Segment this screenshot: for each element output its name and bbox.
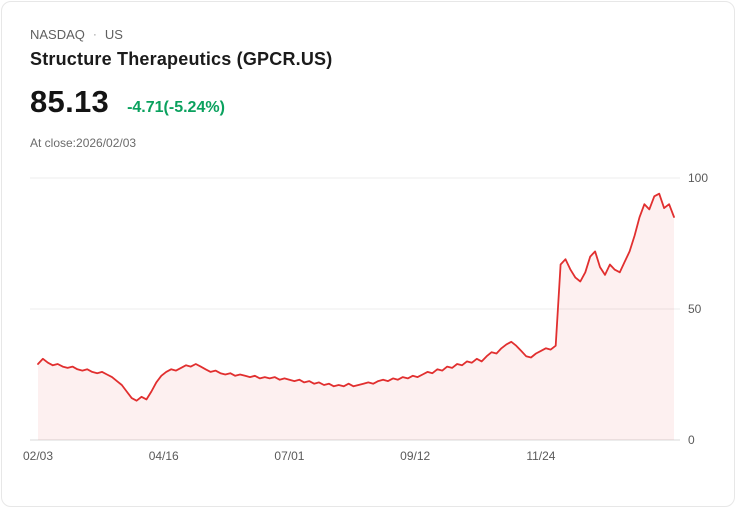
- x-axis-label: 02/03: [23, 449, 53, 463]
- price-area-fill: [38, 193, 674, 440]
- price-change: -4.71(-5.24%): [127, 99, 225, 116]
- y-axis-label: 0: [688, 433, 695, 447]
- region-label: US: [104, 26, 123, 42]
- last-price: 85.13: [30, 84, 110, 119]
- separator-dot: ·: [92, 27, 97, 41]
- y-axis-label: 50: [688, 302, 702, 316]
- x-axis-label: 07/01: [274, 449, 304, 463]
- x-axis-label: 04/16: [149, 449, 179, 463]
- as-of-label: At close:2026/02/03: [30, 136, 137, 150]
- stock-title: Structure Therapeutics (GPCR.US): [30, 49, 333, 69]
- price-row: 85.13 -4.71(-5.24%): [30, 84, 706, 120]
- x-axis-label: 11/24: [526, 449, 555, 463]
- price-line: [37, 192, 675, 402]
- quote-header: NASDAQ · US Structure Therapeutics (GPCR…: [2, 2, 734, 151]
- x-axis-label: 09/12: [400, 449, 430, 463]
- exchange-label: NASDAQ: [30, 26, 85, 42]
- price-chart[interactable]: 0 50 100 02/03 04/16 07/01 09/12 11/24: [2, 162, 735, 472]
- y-axis-label: 100: [688, 171, 708, 185]
- market-line: NASDAQ · US: [30, 26, 706, 42]
